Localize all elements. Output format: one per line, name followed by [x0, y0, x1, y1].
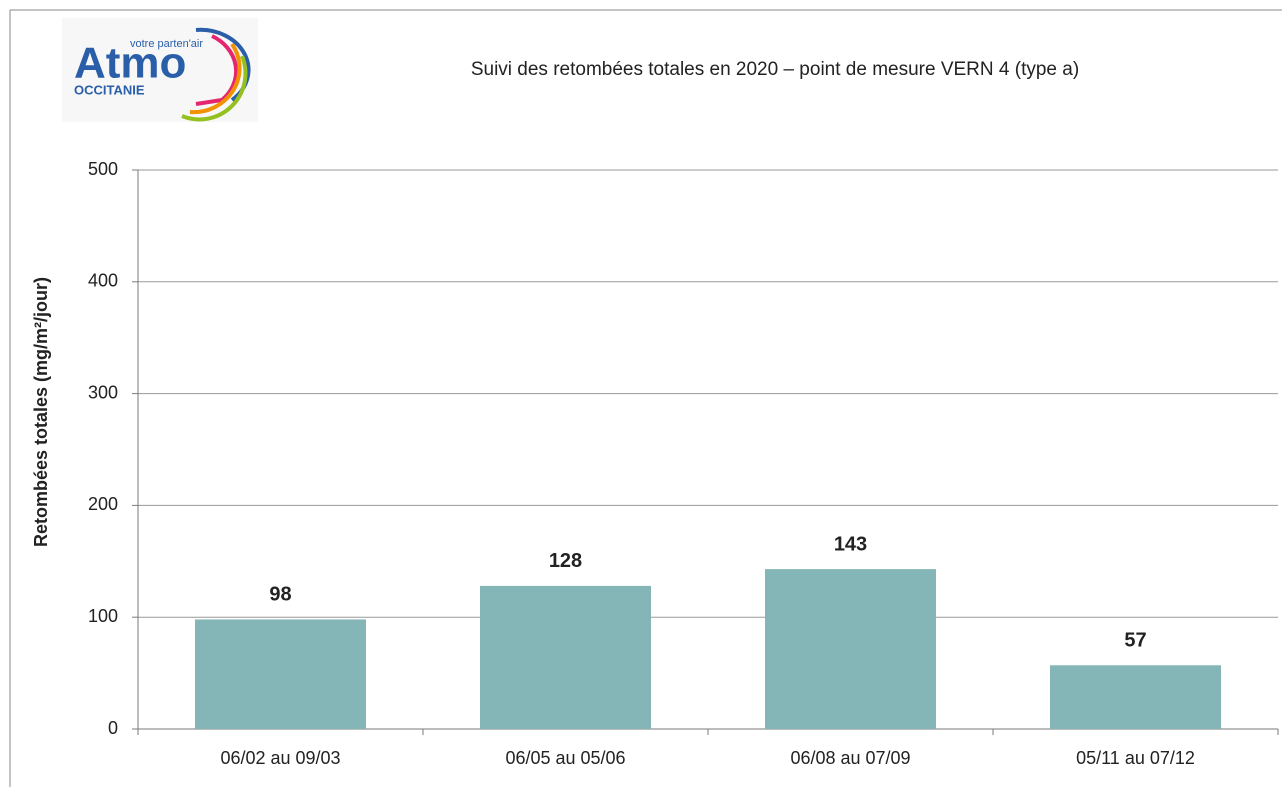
x-tick-label: 06/05 au 05/06	[505, 748, 625, 768]
y-tick-label: 300	[88, 382, 118, 402]
y-tick-label: 400	[88, 271, 118, 291]
bar	[480, 585, 651, 729]
y-axis-label: Retombées totales (mg/m²/jour)	[31, 277, 51, 547]
logo-region: OCCITANIE	[74, 82, 145, 97]
x-tick-label: 06/02 au 09/03	[220, 748, 340, 768]
y-tick-label: 200	[88, 494, 118, 514]
value-label: 57	[1124, 630, 1146, 652]
x-tick-label: 06/08 au 07/09	[790, 748, 910, 768]
logo-arc	[189, 42, 242, 115]
x-tick-label: 05/11 au 07/12	[1076, 748, 1195, 768]
bar	[1050, 665, 1221, 729]
y-tick-label: 100	[88, 606, 118, 626]
y-tick-label: 0	[108, 718, 118, 738]
bar	[765, 569, 936, 729]
value-label: 143	[834, 533, 867, 555]
logo-name: Atmo	[74, 39, 186, 88]
y-tick-label: 500	[88, 159, 118, 179]
logo-arc	[195, 34, 239, 106]
chart-title: Suivi des retombées totales en 2020 – po…	[471, 59, 1079, 80]
logo-tagline: votre parten'air	[130, 38, 203, 50]
logo: votre parten'air Atmo OCCITANIE	[62, 18, 258, 122]
value-label: 128	[549, 550, 582, 572]
logo-arc	[181, 55, 248, 122]
bar	[195, 619, 366, 729]
value-label: 98	[269, 584, 291, 606]
